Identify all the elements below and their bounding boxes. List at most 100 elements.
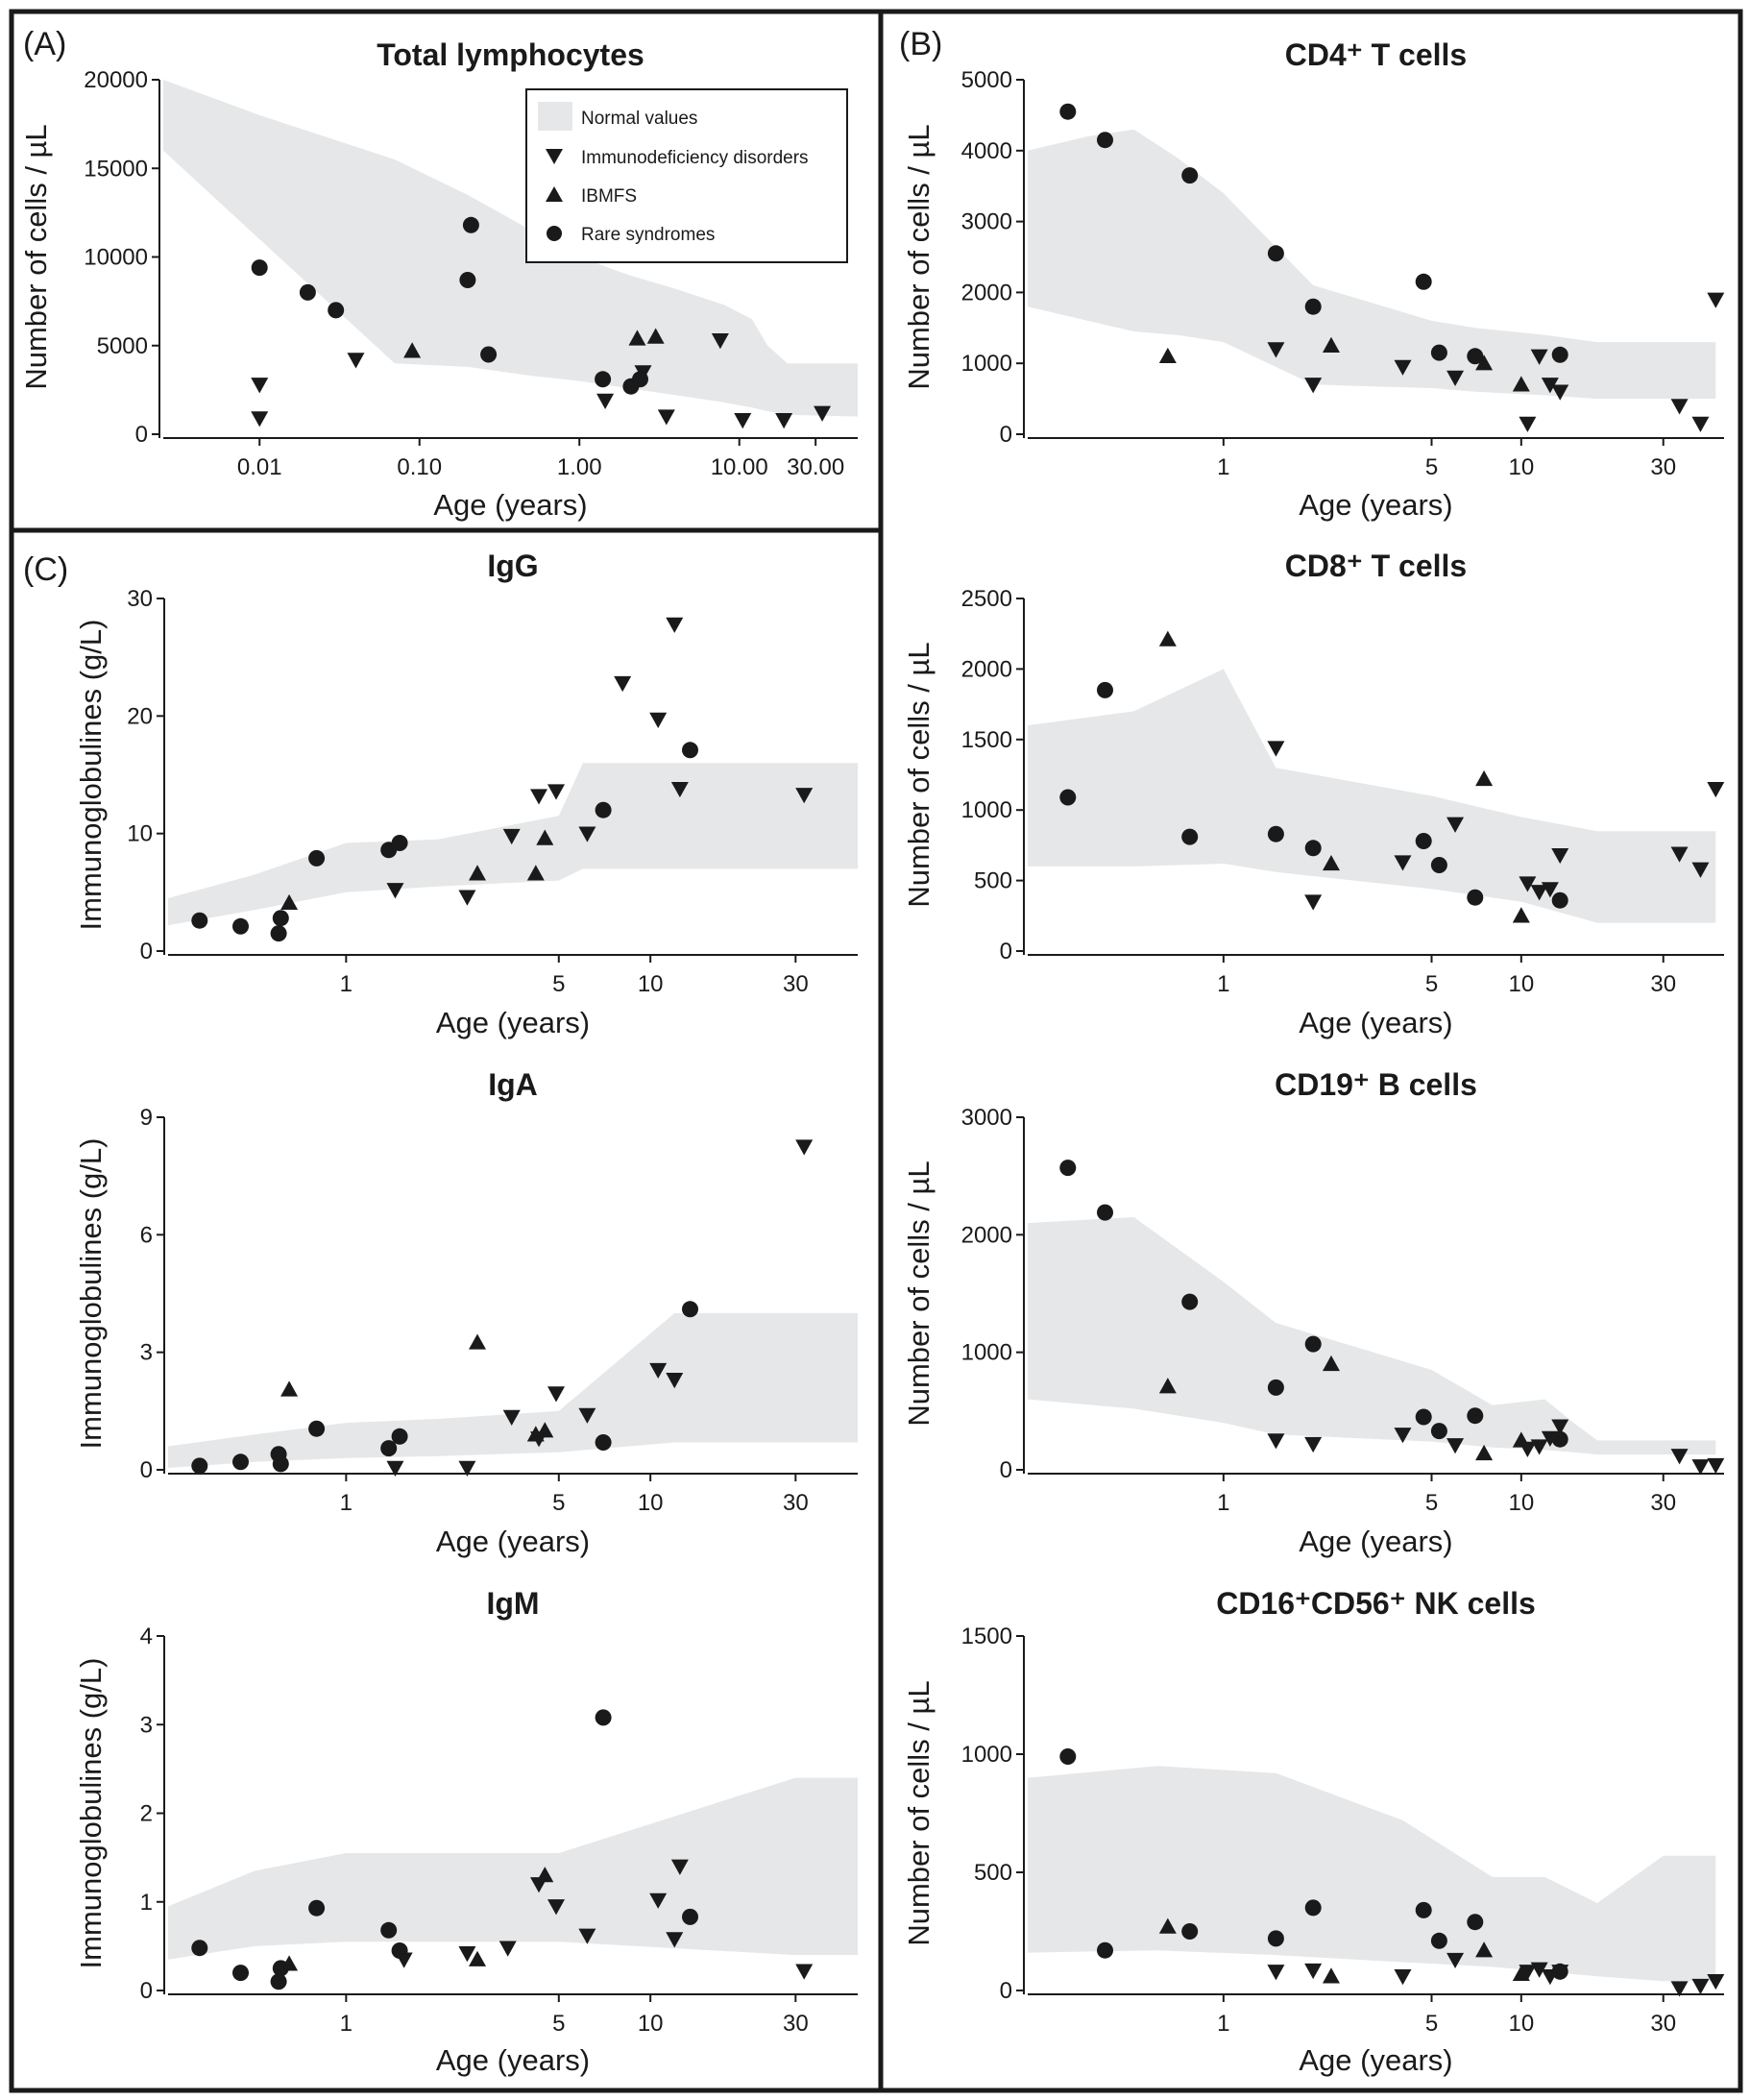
immunodeficiency-point [1670,1449,1689,1465]
x-tick-label: 30 [1650,971,1676,997]
immunodeficiency-point [670,1859,689,1875]
chart-cd8-t-cells: 0 500 1000 1500 2000 2500 1 5 10 30 CD8⁺ T cells Ag… [902,549,1725,1039]
rare-syndrome-point [308,1899,326,1917]
immunodeficiency-point [386,1460,404,1477]
rare-syndrome-point [595,1709,612,1726]
y-tick-label: 1500 [961,1624,1012,1649]
rare-syndrome-point [1181,167,1199,184]
rare-syndrome-point [1304,1335,1322,1353]
rare-syndrome-point [299,283,316,301]
x-tick-label: 1 [1217,2011,1229,2037]
x-tick-label: 5 [1425,454,1438,480]
rare-syndrome-point [1059,789,1077,806]
rare-syndrome-point [682,1301,698,1318]
immunodeficiency-point [1670,399,1689,415]
rare-syndrome-point [1415,273,1432,290]
y-tick-label: 3000 [961,209,1012,235]
rare-syndrome-point [380,1921,398,1939]
legend-normal-swatch [538,102,572,131]
rare-syndrome-point [632,371,648,388]
immunodeficiency-point [614,675,632,693]
immunodeficiency-point [1530,885,1548,901]
ibmfs-point [280,893,299,911]
rare-syndrome-point [270,925,287,942]
normal-range-band [1028,669,1716,923]
x-axis-label: Age (years) [1299,2043,1452,2077]
y-tick-label: 9 [140,1105,153,1131]
rare-syndrome-point [251,259,268,277]
x-tick-label: 1 [340,2011,352,2037]
ibmfs-point [526,1426,545,1442]
rare-syndrome-point [1097,1941,1113,1959]
panel-label-c: (C) [23,551,68,588]
immunodeficiency-point [547,1899,566,1916]
y-tick-label: 10 [127,821,153,847]
immunodeficiency-point [1707,1457,1725,1475]
immunodeficiency-point [1691,416,1710,432]
y-tick-label: 500 [974,1860,1012,1886]
y-axis-label: Number of cells / µL [19,124,53,389]
x-tick-label: 1 [340,971,352,997]
rare-syndrome-point [391,1428,408,1445]
ibmfs-point [628,330,646,346]
rare-syndrome-point [191,1457,208,1475]
normal-range-band [1028,1217,1716,1455]
immunodeficiency-point [666,1373,684,1389]
rare-syndrome-point [1467,1914,1484,1931]
immunodeficiency-point [1446,370,1465,386]
x-tick-label: 10 [1508,454,1534,480]
y-tick-label: 4 [140,1624,153,1649]
rare-syndrome-point [595,801,612,818]
y-tick-label: 1500 [961,727,1012,753]
x-tick-label: 30 [1650,2011,1676,2037]
y-tick-label: 1000 [961,351,1012,377]
normal-range-band [1028,1766,1716,1982]
rare-syndrome-point [1267,245,1284,262]
immunodeficiency-point [1670,846,1689,863]
immunodeficiency-point [1446,1438,1465,1454]
rare-syndrome-point [1267,825,1284,842]
ibmfs-point [536,1867,554,1883]
ibmfs-point [1322,1967,1340,1984]
immunodeficiency-point [458,1946,476,1963]
y-tick-label: 500 [974,868,1012,894]
rare-syndrome-point [595,1434,612,1451]
ibmfs-point [1475,1941,1494,1958]
immunodeficiency-point [458,890,476,906]
x-axis-label: Age (years) [436,1525,590,1558]
legend-immuno-marker [546,149,563,164]
rare-syndrome-point [1059,1748,1077,1765]
y-tick-label: 0 [140,1457,153,1483]
chart-title: Total lymphocytes [377,37,644,72]
y-tick-label: 10000 [84,245,148,271]
rare-syndrome-point [1430,1423,1447,1440]
rare-syndrome-point [191,912,208,929]
x-tick-label: 1 [340,1490,352,1516]
immunodeficiency-point [596,393,615,409]
immunodeficiency-point [649,712,668,729]
x-tick-label: 0.10 [397,454,442,480]
immunodeficiency-point [1551,1419,1569,1435]
chart-igm: 0 1 2 3 4 1 5 10 30 IgM Age (years) Immunoglobuline… [74,1586,858,2077]
immunodeficiency-point [1530,1439,1548,1455]
immunodeficiency-point [1446,817,1465,833]
immunodeficiency-point [1707,292,1725,308]
x-tick-label: 30.00 [787,454,844,480]
rare-syndrome-point [1097,681,1113,698]
immunodeficiency-point [1394,855,1412,871]
rare-syndrome-point [1467,1407,1484,1425]
y-tick-label: 0 [1000,1978,1012,2004]
immunodeficiency-point [386,883,404,899]
rare-syndrome-point [1181,1293,1199,1310]
rare-syndrome-point [1551,1963,1568,1980]
x-tick-label: 10 [1508,2011,1534,2037]
rare-syndrome-point [308,1420,326,1437]
immunodeficiency-point [1304,894,1323,911]
x-axis-label: Age (years) [1299,1525,1452,1558]
y-tick-label: 0 [1000,422,1012,448]
immunodeficiency-point [795,788,814,804]
immunodeficiency-point [1691,1459,1710,1476]
immunodeficiency-point [649,1362,668,1380]
rare-syndrome-point [391,1942,408,1959]
immunodeficiency-point [1707,1973,1725,1990]
